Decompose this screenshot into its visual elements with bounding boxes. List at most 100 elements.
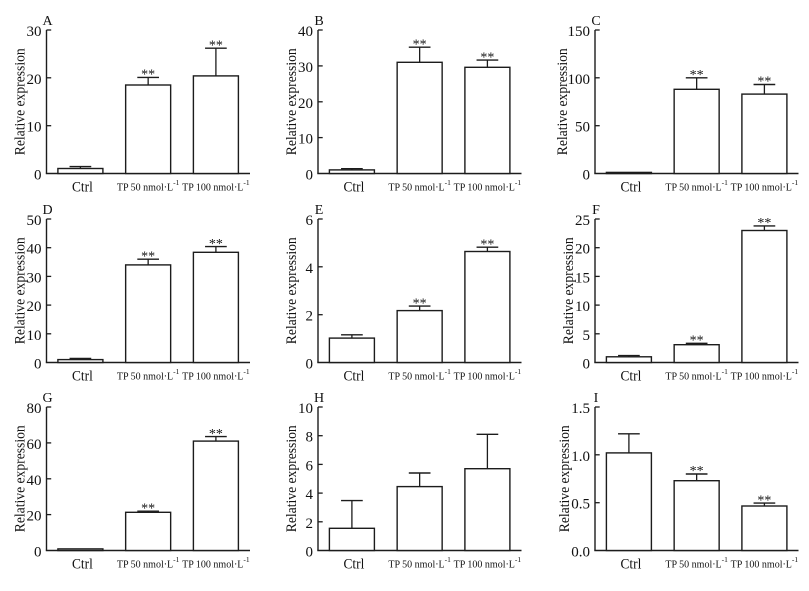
svg-text:Relative expression: Relative expression — [13, 237, 29, 344]
svg-text:TP 50 nmol·L-1: TP 50 nmol·L-1 — [117, 555, 180, 571]
svg-text:Ctrl: Ctrl — [72, 180, 93, 196]
svg-text:Ctrl: Ctrl — [621, 557, 642, 573]
svg-text:100: 100 — [568, 72, 591, 88]
svg-text:4: 4 — [306, 261, 314, 277]
svg-text:TP 100 nmol·L-1: TP 100 nmol·L-1 — [731, 178, 799, 194]
svg-text:Relative expression: Relative expression — [284, 425, 300, 532]
svg-text:TP 50 nmol·L-1: TP 50 nmol·L-1 — [388, 367, 451, 383]
svg-text:**: ** — [141, 68, 155, 83]
svg-text:**: ** — [757, 493, 771, 508]
svg-text:Relative expression: Relative expression — [13, 425, 29, 532]
svg-text:F: F — [592, 203, 600, 218]
svg-text:30: 30 — [298, 60, 313, 76]
svg-text:2: 2 — [306, 516, 314, 532]
svg-text:Relative expression: Relative expression — [561, 237, 577, 344]
svg-text:1.0: 1.0 — [571, 449, 590, 465]
svg-text:Ctrl: Ctrl — [72, 369, 93, 385]
svg-text:10: 10 — [298, 132, 313, 148]
svg-text:**: ** — [480, 237, 494, 252]
svg-text:H: H — [314, 391, 324, 406]
svg-text:10: 10 — [575, 299, 590, 315]
svg-text:50: 50 — [27, 213, 42, 229]
svg-text:E: E — [315, 203, 324, 218]
svg-text:0: 0 — [306, 168, 314, 184]
svg-text:**: ** — [413, 37, 427, 52]
svg-text:0: 0 — [34, 357, 42, 373]
svg-text:Relative expression: Relative expression — [557, 425, 573, 532]
svg-text:Ctrl: Ctrl — [344, 369, 365, 385]
svg-text:Ctrl: Ctrl — [344, 180, 365, 196]
svg-text:4: 4 — [306, 487, 314, 503]
svg-text:0: 0 — [583, 168, 591, 184]
svg-text:TP 50 nmol·L-1: TP 50 nmol·L-1 — [388, 555, 451, 571]
svg-text:TP 100 nmol·L-1: TP 100 nmol·L-1 — [182, 367, 250, 383]
svg-text:30: 30 — [27, 270, 42, 286]
svg-text:1.5: 1.5 — [571, 401, 590, 417]
svg-text:TP 100 nmol·L-1: TP 100 nmol·L-1 — [731, 367, 799, 383]
svg-text:**: ** — [141, 249, 155, 264]
svg-text:TP 100 nmol·L-1: TP 100 nmol·L-1 — [454, 178, 522, 194]
svg-text:6: 6 — [306, 213, 314, 229]
svg-text:20: 20 — [298, 96, 313, 112]
svg-text:0: 0 — [34, 545, 42, 561]
svg-text:10: 10 — [27, 328, 42, 344]
svg-text:**: ** — [209, 427, 223, 442]
svg-text:TP 100 nmol·L-1: TP 100 nmol·L-1 — [454, 367, 522, 383]
svg-text:25: 25 — [575, 213, 590, 229]
svg-text:**: ** — [757, 216, 771, 231]
svg-text:**: ** — [209, 237, 223, 252]
svg-text:Relative expression: Relative expression — [13, 48, 29, 155]
svg-text:5: 5 — [583, 328, 591, 344]
svg-text:2: 2 — [306, 309, 314, 325]
svg-text:20: 20 — [27, 299, 42, 315]
svg-text:**: ** — [690, 334, 704, 349]
svg-text:**: ** — [690, 464, 704, 479]
svg-text:0: 0 — [306, 545, 314, 561]
svg-text:G: G — [42, 391, 52, 406]
svg-text:D: D — [42, 203, 52, 218]
svg-text:A: A — [42, 14, 53, 29]
svg-text:Ctrl: Ctrl — [621, 180, 642, 196]
svg-text:Relative expression: Relative expression — [284, 237, 300, 344]
svg-text:10: 10 — [27, 120, 42, 136]
svg-text:40: 40 — [27, 242, 42, 258]
svg-text:TP 50 nmol·L-1: TP 50 nmol·L-1 — [665, 178, 728, 194]
svg-text:20: 20 — [27, 72, 42, 88]
svg-text:Relative expression: Relative expression — [284, 48, 300, 155]
svg-text:30: 30 — [27, 24, 42, 40]
svg-text:60: 60 — [27, 437, 42, 453]
svg-text:C: C — [591, 14, 600, 29]
svg-text:150: 150 — [568, 24, 591, 40]
svg-text:**: ** — [413, 296, 427, 311]
svg-text:0: 0 — [306, 357, 314, 373]
svg-text:15: 15 — [575, 270, 590, 286]
svg-text:TP 100 nmol·L-1: TP 100 nmol·L-1 — [731, 555, 799, 571]
svg-text:I: I — [594, 391, 599, 406]
svg-text:0.5: 0.5 — [571, 497, 590, 513]
svg-text:6: 6 — [306, 458, 314, 474]
svg-text:TP 50 nmol·L-1: TP 50 nmol·L-1 — [117, 367, 180, 383]
svg-text:**: ** — [757, 75, 771, 90]
svg-text:TP 100 nmol·L-1: TP 100 nmol·L-1 — [454, 555, 522, 571]
svg-text:Relative expression: Relative expression — [555, 48, 571, 155]
svg-text:TP 100 nmol·L-1: TP 100 nmol·L-1 — [182, 178, 250, 194]
svg-text:20: 20 — [27, 509, 42, 525]
svg-text:0: 0 — [583, 357, 591, 373]
svg-text:Ctrl: Ctrl — [621, 369, 642, 385]
svg-text:Ctrl: Ctrl — [344, 557, 365, 573]
svg-text:0: 0 — [34, 168, 42, 184]
svg-text:TP 50 nmol·L-1: TP 50 nmol·L-1 — [665, 367, 728, 383]
svg-text:8: 8 — [306, 430, 314, 446]
svg-text:80: 80 — [27, 401, 42, 417]
svg-text:B: B — [314, 14, 323, 29]
svg-text:TP 50 nmol·L-1: TP 50 nmol·L-1 — [117, 178, 180, 194]
svg-text:**: ** — [209, 38, 223, 53]
svg-text:10: 10 — [298, 401, 313, 417]
svg-text:40: 40 — [27, 473, 42, 489]
svg-text:**: ** — [690, 68, 704, 83]
svg-text:50: 50 — [575, 120, 590, 136]
svg-text:40: 40 — [298, 24, 313, 40]
svg-text:0.0: 0.0 — [571, 545, 590, 561]
svg-text:TP 50 nmol·L-1: TP 50 nmol·L-1 — [388, 178, 451, 194]
svg-text:**: ** — [480, 50, 494, 65]
